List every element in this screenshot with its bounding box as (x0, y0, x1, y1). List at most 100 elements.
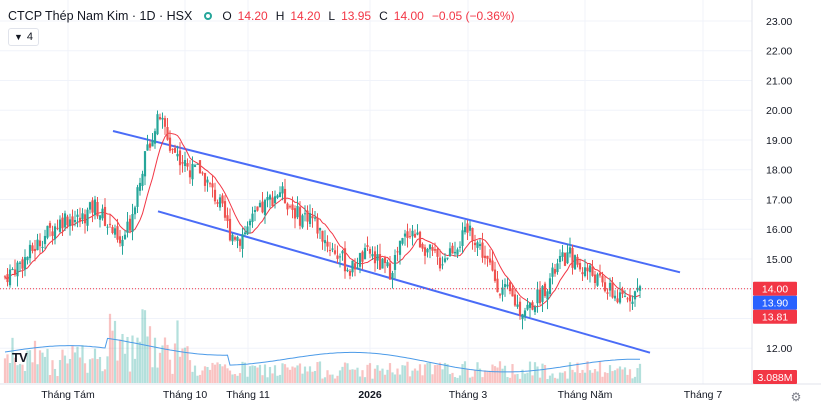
candle-body (413, 233, 417, 238)
volume-bar (573, 372, 577, 383)
candle-body (513, 294, 517, 306)
candle-body (153, 131, 157, 144)
volume-bar (213, 364, 217, 383)
volume-bar (231, 374, 234, 383)
candle-body (446, 257, 449, 259)
volume-bar (408, 376, 412, 383)
volume-bar (223, 364, 227, 383)
x-tick-label: Tháng 10 (163, 389, 208, 401)
symbol-title[interactable]: CTCP Thép Nam Kim · 1D · HSX (8, 9, 193, 23)
volume-bar (576, 362, 579, 383)
volume-bar (28, 350, 32, 383)
volume-bar (358, 376, 362, 383)
candle-body (203, 173, 207, 186)
volume-bar (181, 348, 184, 383)
volume-bar (233, 374, 237, 383)
volume-bar (8, 362, 12, 383)
candle-body (598, 272, 602, 276)
candle-body (91, 200, 94, 213)
volume-tag-bg (753, 370, 797, 384)
candle-body (338, 256, 342, 258)
volume-bar (543, 364, 547, 383)
volume-bar (451, 372, 454, 383)
gear-icon[interactable]: ⚙ (790, 390, 802, 404)
volume-bar (261, 375, 264, 383)
candle-body (171, 148, 174, 150)
y-tick-label: 23.00 (766, 16, 792, 28)
volume-bar (426, 362, 429, 383)
candle-body (113, 228, 117, 235)
candle-body (456, 249, 459, 255)
volume-bar (243, 362, 247, 383)
volume-bar (83, 363, 87, 383)
candle-body (161, 117, 164, 120)
candle-body (156, 114, 159, 135)
indicator-toggle-button[interactable]: ▼ 4 (8, 28, 40, 46)
volume-bar (638, 363, 642, 383)
candle-body (331, 248, 334, 250)
candle-body (131, 213, 134, 232)
candle-body (396, 251, 399, 253)
y-tick-label: 20.00 (766, 105, 792, 117)
volume-bar (88, 359, 92, 383)
candle-body (206, 179, 209, 183)
change-value: −0.05 (−0.36%) (431, 9, 515, 23)
candle-body (306, 210, 309, 222)
volume-bar (98, 356, 102, 383)
volume-bar (416, 370, 419, 383)
candle-body (471, 227, 474, 241)
volume-bar (3, 358, 7, 383)
volume-bar (318, 361, 322, 383)
volume-bar (191, 371, 194, 383)
volume-bar (603, 372, 607, 383)
channel-upper-line (112, 130, 681, 274)
candle-body (256, 206, 259, 211)
volume-bar (218, 364, 222, 383)
volume-bar (71, 345, 74, 383)
volume-bar (483, 370, 487, 383)
candle-body (298, 207, 302, 226)
volume-bar (606, 373, 609, 383)
volume-bar (288, 369, 292, 383)
volume-bar (253, 365, 257, 383)
candle-body (546, 291, 549, 300)
candle-body (633, 291, 637, 300)
candle-body (111, 227, 114, 234)
volume-bar (113, 320, 117, 383)
volume-bar (153, 337, 157, 383)
candle-body (433, 249, 437, 251)
candle-body (578, 263, 582, 270)
candle-body (133, 207, 137, 215)
candle-body (21, 259, 24, 269)
volume-bar (326, 370, 329, 383)
candle-body (183, 160, 187, 167)
volume-bar (216, 362, 219, 383)
volume-bar (503, 365, 507, 383)
candle-body (263, 200, 267, 216)
volume-bar (626, 374, 629, 383)
volume-bar (591, 372, 594, 383)
candle-body (318, 228, 322, 231)
volume-bar (58, 360, 62, 383)
candle-body (321, 230, 324, 242)
volume-bar (378, 370, 382, 383)
candle-body (261, 201, 264, 213)
candle-body (403, 233, 407, 237)
candle-body (13, 269, 17, 275)
volume-tag: 3.088M (757, 372, 792, 384)
candle-body (566, 252, 569, 264)
tradingview-logo-icon[interactable]: TV (12, 350, 28, 365)
trend-channel[interactable] (112, 130, 681, 354)
candle-body (521, 314, 524, 320)
candle-body (411, 230, 414, 237)
candle-body (248, 220, 252, 226)
volume-bar (301, 373, 304, 383)
volume-bar (631, 378, 634, 383)
volume-bar (41, 352, 44, 383)
volume-bar (468, 377, 472, 383)
volume-bar (558, 372, 562, 383)
candle-body (343, 248, 347, 272)
candle-body (226, 215, 229, 222)
ma-price-tag: 13.90 (762, 298, 788, 310)
